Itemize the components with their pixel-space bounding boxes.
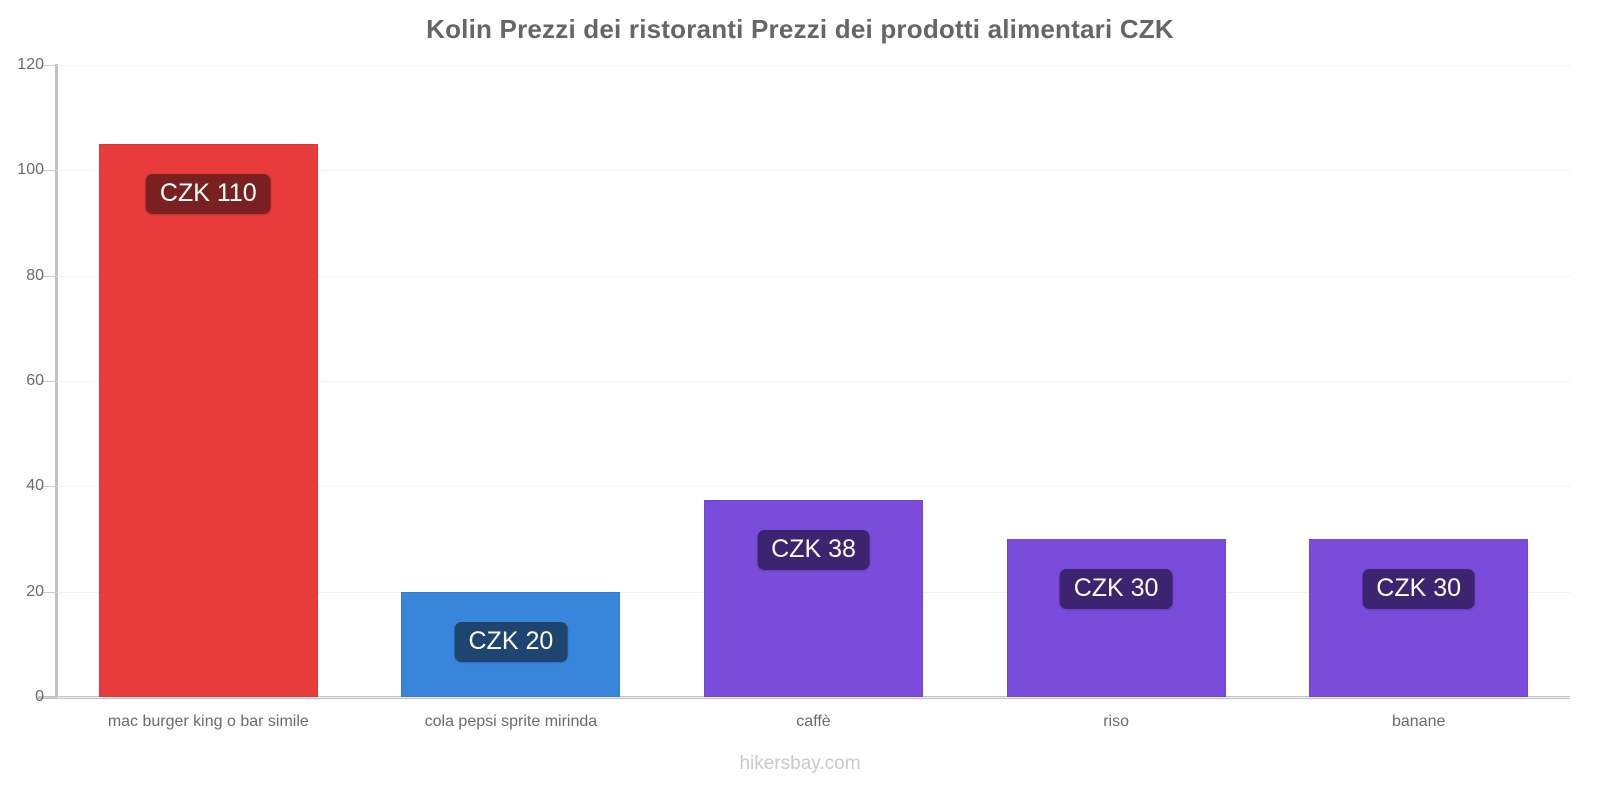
- y-tick-label: 120: [17, 56, 44, 73]
- y-tick-label: 100: [17, 161, 44, 179]
- y-tick-mark: [41, 381, 55, 382]
- x-tick-label: riso: [1103, 713, 1129, 730]
- bar-value-label: CZK 110: [145, 174, 271, 214]
- gridline: [57, 170, 1570, 172]
- y-tick-label: 40: [26, 477, 44, 495]
- x-tick-label: mac burger king o bar simile: [107, 713, 309, 730]
- y-tick-mark: [41, 275, 55, 277]
- bar[interactable]: [1006, 539, 1226, 697]
- bar[interactable]: [98, 144, 318, 697]
- y-tick-mark: [41, 591, 55, 593]
- bar-value-label: CZK 30: [1059, 569, 1173, 609]
- footer-credit: hikersbay.com: [739, 753, 861, 774]
- y-tick-label: 0: [35, 688, 44, 705]
- y-tick-mark: [41, 170, 55, 172]
- y-tick-mark: [41, 697, 55, 698]
- bar[interactable]: [1309, 539, 1529, 697]
- y-axis-line: [55, 64, 58, 699]
- bar-value-label: CZK 38: [757, 529, 870, 570]
- y-tick-mark: [41, 65, 55, 66]
- y-tick-label: 20: [26, 582, 44, 600]
- gridline: [57, 697, 1570, 698]
- plot-area: [57, 65, 1570, 697]
- gridline: [57, 275, 1570, 277]
- y-tick-label: 60: [26, 372, 44, 389]
- y-tick-label: 80: [26, 266, 44, 284]
- x-tick-label: cola pepsi sprite mirinda: [424, 713, 598, 730]
- gridline: [57, 381, 1570, 382]
- x-tick-label: banane: [1391, 713, 1446, 730]
- gridline: [57, 65, 1570, 66]
- bar-value-label: CZK 20: [454, 621, 568, 662]
- gridline: [57, 486, 1570, 488]
- y-tick-mark: [41, 486, 55, 488]
- chart-title: Kolin Prezzi dei ristoranti Prezzi dei p…: [426, 14, 1174, 44]
- x-tick-label: caffè: [796, 713, 831, 730]
- bar-value-label: CZK 30: [1362, 569, 1476, 609]
